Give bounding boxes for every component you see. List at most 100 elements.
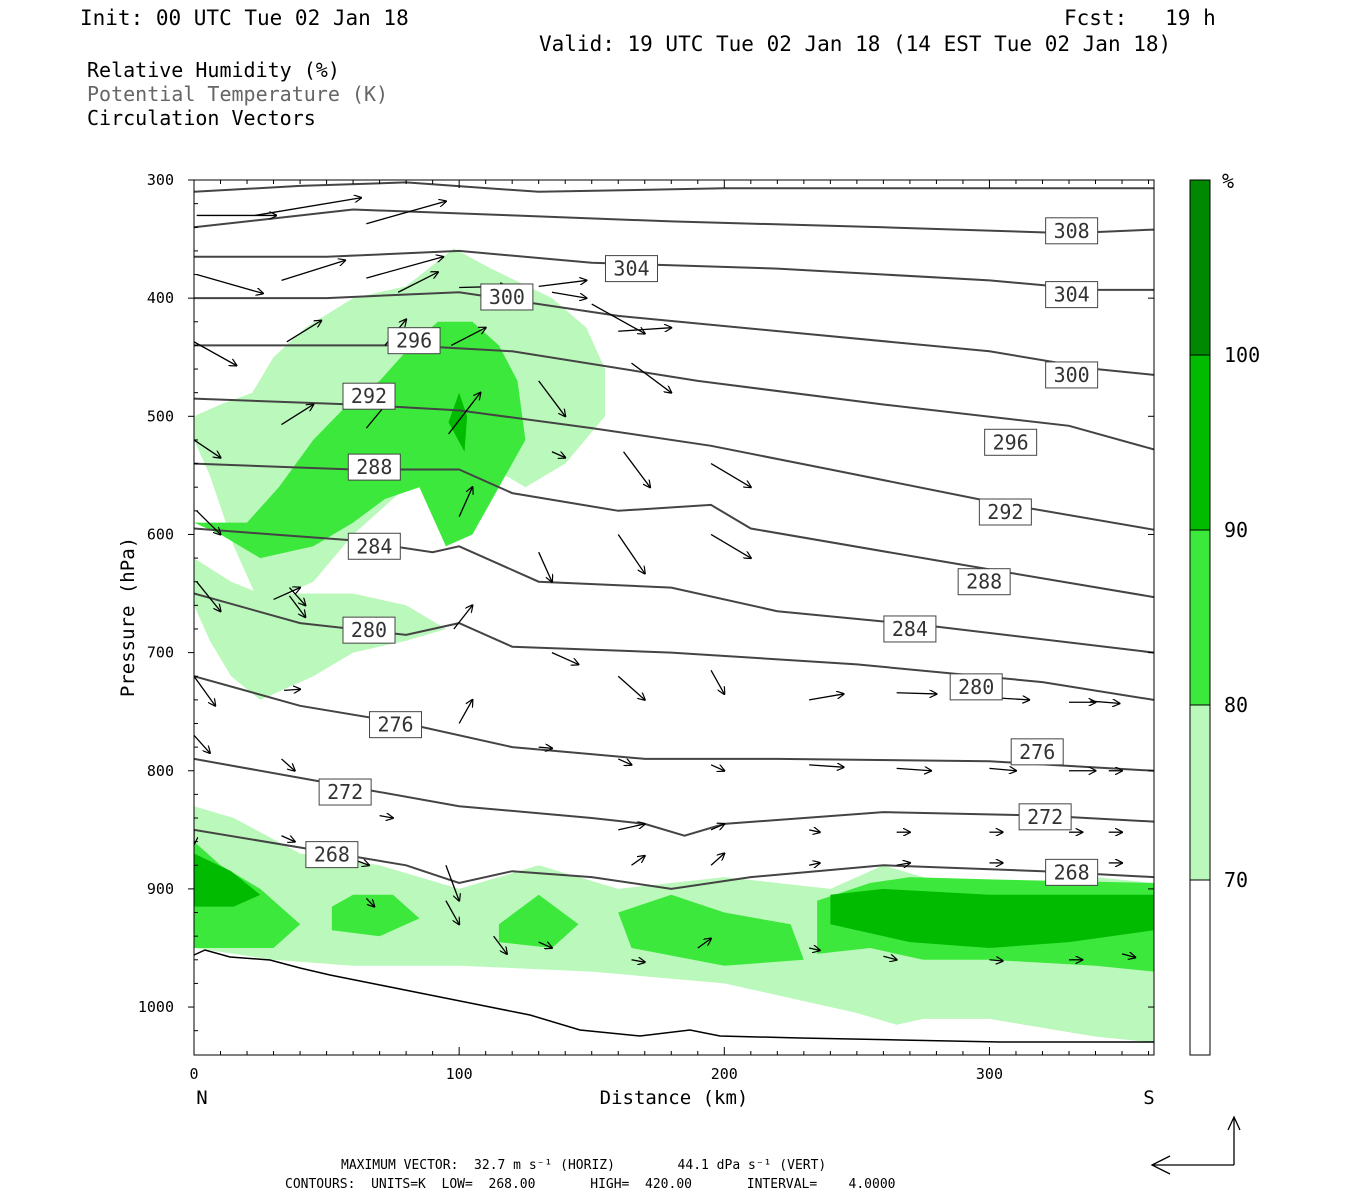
- circulation-vector-37: [617, 675, 645, 700]
- circulation-vector-26: [710, 533, 751, 558]
- circulation-vector-25: [710, 463, 751, 488]
- rh-region-8: [618, 894, 804, 966]
- colorbar-band-100plus: [1189, 179, 1211, 356]
- x-tick-label-100: 100: [446, 1065, 473, 1083]
- rh-region-6: [331, 894, 420, 937]
- contour-label-284: 284: [347, 532, 401, 560]
- circulation-vector-22: [538, 380, 566, 416]
- y-tick-label-800: 800: [147, 762, 174, 780]
- contour-labels: 308 304 304 300 300 296 296 292 292 288 288 284 284 2…: [305, 217, 1099, 886]
- north-label: N: [196, 1087, 207, 1109]
- contour-label-text: 296: [396, 329, 432, 353]
- contour-label-300: 300: [480, 283, 534, 311]
- contour-label-text: 288: [966, 570, 1002, 594]
- circulation-vector-38: [710, 670, 724, 694]
- colorbar-label-100: 100: [1224, 343, 1260, 367]
- contour-label-text: 272: [1027, 805, 1063, 829]
- circulation-vector-86: [365, 897, 374, 906]
- plot-frame: [193, 179, 1155, 1056]
- contour-label-284: 284: [883, 615, 937, 643]
- circulation-vector-66: [809, 948, 820, 950]
- contour-label-272: 272: [318, 778, 372, 806]
- circulation-vector-13: [194, 439, 221, 458]
- circulation-vector-64: [631, 960, 644, 962]
- circulation-vector-53: [896, 768, 931, 770]
- circulation-vector-1: [254, 198, 361, 217]
- circulation-vector-54: [989, 768, 1016, 770]
- contour-label-296: 296: [984, 428, 1038, 456]
- circulation-vector-73: [809, 863, 820, 865]
- circulation-vector-33: [196, 581, 221, 612]
- circulation-vector-58: [379, 816, 393, 818]
- circulation-vector-17: [538, 280, 587, 287]
- y-axis-title: Pressure (hPa): [117, 537, 139, 697]
- circulation-vector-48: [458, 700, 472, 724]
- contour-label-text: 304: [1054, 283, 1090, 307]
- y-tick-label-400: 400: [147, 289, 174, 307]
- circulation-vector-51: [710, 765, 724, 771]
- circulation-vector-39: [809, 694, 843, 701]
- circulation-vector-74: [896, 863, 910, 865]
- circulation-vector-46: [194, 734, 210, 753]
- circulation-vector-79: [710, 824, 724, 830]
- max-vector-info: MAXIMUM VECTOR: 32.7 m s⁻¹ (HORIZ) 44.1 …: [341, 1158, 827, 1173]
- contour-label-text: 288: [356, 455, 392, 479]
- legend-relative-humidity: Relative Humidity (%): [87, 58, 340, 82]
- circulation-vector-35: [196, 510, 221, 535]
- x-tick-label-200: 200: [711, 1065, 738, 1083]
- circulation-vector-14: [281, 404, 313, 426]
- x-tick-label-300: 300: [976, 1065, 1003, 1083]
- contour-label-text: 304: [613, 257, 649, 281]
- y-tick-label-600: 600: [147, 525, 174, 543]
- circulation-vector-63: [538, 942, 552, 948]
- y-tick-label-900: 900: [147, 880, 174, 898]
- colorbar-band-70: [1189, 704, 1211, 881]
- circulation-vector-32: [288, 595, 305, 617]
- circulation-vector-80: [809, 830, 820, 832]
- circulation-vector-6: [397, 272, 438, 293]
- circulation-vector-20: [618, 328, 671, 332]
- circulation-vector-21: [631, 362, 671, 393]
- theta-contour-272: [194, 757, 1154, 837]
- rh-region-10: [194, 853, 261, 907]
- rh-region-3: [194, 558, 446, 700]
- contour-label-268: 268: [305, 841, 359, 869]
- circulation-vector-3: [196, 273, 263, 294]
- y-tick-label-700: 700: [147, 644, 174, 662]
- circulation-vector-78: [618, 824, 645, 831]
- rh-region-7: [498, 894, 579, 948]
- contour-label-text: 268: [1054, 860, 1090, 884]
- circulation-vector-71: [631, 856, 644, 866]
- contour-label-272: 272: [1018, 803, 1072, 831]
- circulation-vector-59: [445, 865, 459, 900]
- legend-potential-temperature: Potential Temperature (K): [87, 82, 389, 106]
- circulation-vector-9: [286, 321, 321, 343]
- circulation-vector-23: [551, 452, 565, 458]
- circulation-vector-11: [450, 328, 485, 346]
- theta-contour-276: [194, 675, 1154, 772]
- circulation-vector-16: [448, 393, 481, 435]
- contour-label-text: 284: [892, 617, 928, 641]
- colorbar-band-90: [1189, 354, 1211, 531]
- circulation-vectors: [194, 198, 1135, 962]
- south-label: S: [1143, 1087, 1154, 1109]
- circulation-vector-4: [281, 260, 345, 282]
- contour-label-280: 280: [949, 673, 1003, 701]
- contour-label-text: 300: [489, 285, 525, 309]
- circulation-vector-19: [591, 303, 645, 334]
- circulation-vector-43: [1090, 701, 1119, 703]
- circulation-vector-8: [194, 341, 236, 366]
- circulation-vector-57: [281, 758, 294, 771]
- contour-label-text: 296: [993, 430, 1029, 454]
- circulation-vector-65: [697, 939, 711, 949]
- circulation-vector-85: [281, 836, 294, 842]
- colorbar-unit: %: [1222, 169, 1234, 193]
- circulation-vector-68: [989, 960, 1002, 961]
- contour-label-text: 300: [1054, 363, 1090, 387]
- x-axis-ticks: 0 100 200 300: [189, 180, 1150, 1083]
- contour-label-text: 272: [327, 780, 363, 804]
- y-tick-label-500: 500: [147, 407, 174, 425]
- relative-humidity-shading: [194, 248, 1154, 1043]
- circulation-vector-47: [284, 689, 300, 690]
- contour-label-text: 276: [377, 713, 413, 737]
